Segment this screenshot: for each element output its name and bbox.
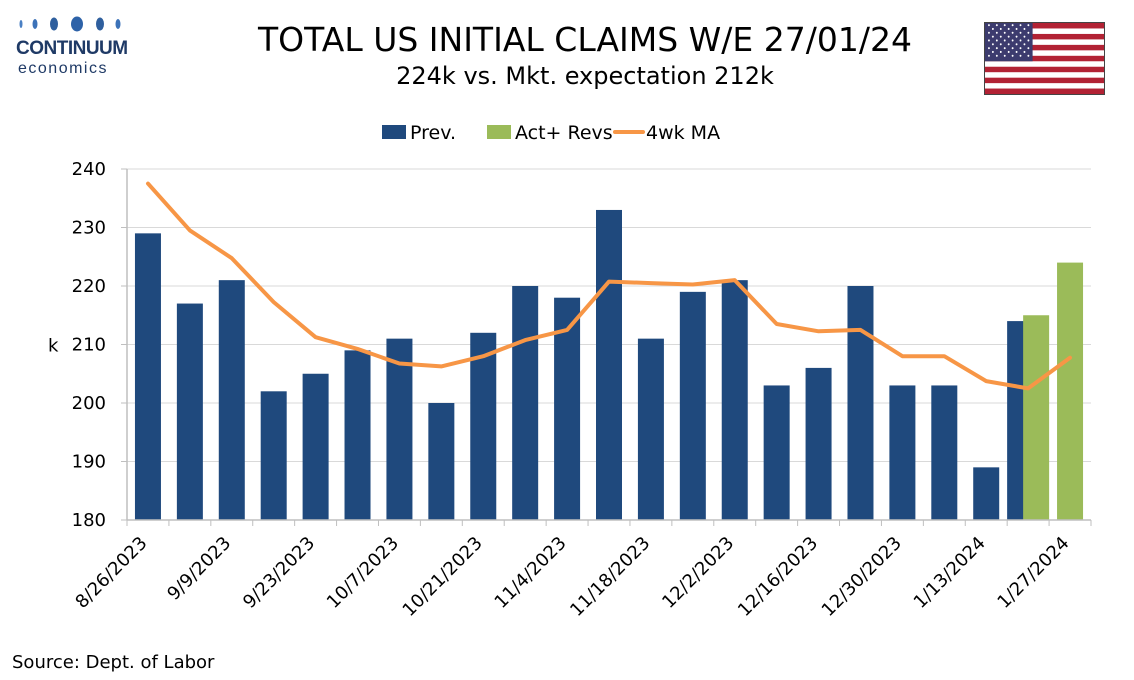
x-tick-label: 11/18/2023	[566, 533, 654, 621]
bar-prev	[973, 467, 1000, 520]
legend-swatch	[382, 125, 406, 139]
x-tick-label: 10/21/2023	[399, 533, 487, 621]
y-tick-label: 200	[72, 393, 106, 414]
bar-prev	[596, 209, 622, 520]
company-logo: CONTINUUM economics	[12, 14, 132, 77]
y-tick-label: 220	[72, 276, 106, 297]
bar-prev	[470, 332, 497, 520]
x-tick-label: 9/23/2023	[239, 533, 319, 613]
source-note: Source: Dept. of Labor	[12, 652, 215, 673]
legend: Prev. Act+ Revs 4wk MA	[382, 122, 720, 144]
x-tick-label: 9/9/2023	[163, 533, 235, 605]
x-tick-label: 10/7/2023	[323, 533, 403, 613]
bar-prev	[721, 280, 748, 520]
x-tick-label: 12/30/2023	[818, 533, 906, 621]
bar-prev	[679, 291, 706, 520]
bar-prev	[176, 303, 203, 520]
bar-act-revs	[1023, 315, 1050, 520]
bar-prev	[134, 233, 161, 520]
bar-act-revs	[1057, 262, 1084, 520]
x-tick-label: 12/16/2023	[734, 533, 822, 621]
bar-prev	[847, 286, 874, 520]
legend-label: Act+ Revs	[515, 122, 613, 144]
us-flag-icon	[984, 22, 1105, 95]
ma-line-layer	[146, 181, 1072, 391]
bar-prev	[386, 338, 413, 520]
x-tick-label: 12/2/2023	[658, 533, 738, 613]
y-axis-title: k	[48, 336, 59, 357]
bar-prev	[344, 350, 371, 520]
logo-brand: CONTINUUM	[16, 38, 128, 59]
y-tick-label: 190	[72, 452, 106, 473]
bar-prev	[805, 367, 832, 520]
bar-prev	[218, 280, 245, 520]
bar-prev	[260, 391, 287, 520]
legend-swatch	[487, 125, 511, 139]
x-tick-label: 1/13/2024	[910, 533, 990, 613]
bar-prev	[637, 338, 664, 520]
bar-prev	[428, 403, 455, 520]
bar-prev	[512, 286, 539, 520]
x-tick-label: 1/27/2024	[993, 533, 1073, 613]
axes	[121, 168, 1092, 526]
y-tick-label: 210	[72, 335, 106, 356]
chart-title: TOTAL US INITIAL CLAIMS W/E 27/01/24	[258, 20, 912, 59]
y-tick-label: 180	[72, 510, 106, 531]
bars	[134, 209, 1084, 520]
y-tick-label: 240	[72, 159, 106, 180]
logo-sub: economics	[18, 60, 108, 77]
bar-prev	[931, 385, 958, 520]
x-tick-label: 8/26/2023	[71, 533, 151, 613]
ma-line	[146, 181, 1072, 391]
continuum-dots-logo-icon	[19, 16, 121, 32]
y-axis-labels: 180 190 200 210 220 230 240 k	[48, 159, 106, 531]
bar-prev	[889, 385, 916, 520]
legend-label: 4wk MA	[646, 122, 720, 144]
chart-subtitle: 224k vs. Mkt. expectation 212k	[396, 62, 774, 90]
legend-label: Prev.	[410, 122, 456, 144]
x-axis-labels: 8/26/2023 9/9/2023 9/23/2023 10/7/202310/21…	[71, 533, 1073, 621]
x-tick-label: 11/4/2023	[491, 533, 571, 613]
bar-prev	[763, 385, 790, 520]
bar-prev	[554, 297, 581, 520]
y-tick-label: 230	[72, 218, 106, 239]
bar-prev	[302, 373, 329, 520]
